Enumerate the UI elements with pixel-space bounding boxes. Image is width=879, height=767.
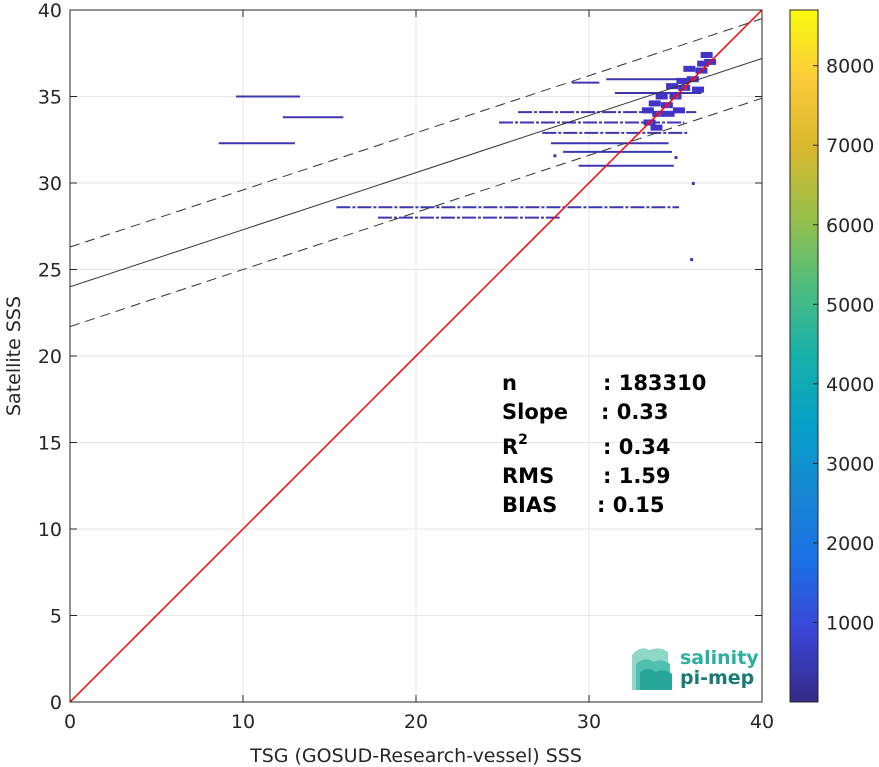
logo-line1: salinity xyxy=(680,647,759,669)
dense-point xyxy=(662,110,675,117)
dense-point xyxy=(655,93,668,100)
colorbar-tick-label: 7000 xyxy=(826,135,874,157)
colorbar-tick-label: 6000 xyxy=(826,215,874,237)
y-tick-label: 0 xyxy=(50,692,62,714)
dense-point xyxy=(641,107,654,114)
stats-annotation: n : 183310 Slope : 0.33 R2 : 0.34 RMS : … xyxy=(502,371,706,517)
dense-point xyxy=(700,51,713,58)
y-tick-label: 10 xyxy=(38,519,62,541)
y-tick-label: 5 xyxy=(50,606,62,628)
dense-point xyxy=(691,86,704,93)
y-tick-label: 20 xyxy=(38,346,62,368)
dense-point xyxy=(650,124,663,131)
stat-rms-value: : 1.59 xyxy=(603,464,671,488)
x-tick-label: 10 xyxy=(231,711,255,733)
y-axis-label: Satellite SSS xyxy=(3,296,25,416)
dense-point xyxy=(648,100,661,107)
outlier-point xyxy=(691,182,695,185)
outlier-point xyxy=(553,154,557,158)
x-tick-label: 30 xyxy=(577,711,601,733)
dense-point xyxy=(676,77,689,84)
y-tick-label: 15 xyxy=(38,433,62,455)
stat-r2-label: R2 xyxy=(502,432,528,459)
stat-rms-label: RMS xyxy=(502,464,554,488)
logo-waves-icon xyxy=(632,648,672,690)
colorbar-tick-label: 1000 xyxy=(826,612,874,634)
lower-bound-line xyxy=(70,97,762,328)
dense-point xyxy=(683,65,696,72)
y-tick-label: 30 xyxy=(38,173,62,195)
outlier-point xyxy=(690,258,694,262)
colorbar-tick-label: 2000 xyxy=(826,533,874,555)
outlier-point xyxy=(674,156,678,160)
y-tick-label: 35 xyxy=(38,87,62,109)
stat-bias-label: BIAS xyxy=(502,493,557,517)
identity-line xyxy=(70,10,762,702)
x-tick-label: 20 xyxy=(404,711,428,733)
y-tick-label: 40 xyxy=(38,0,62,22)
x-axis-label: TSG (GOSUD-Research-vessel) SSS xyxy=(249,745,582,767)
salinity-pimep-logo: salinity pi-mep xyxy=(632,647,759,690)
colorbar-tick-label: 3000 xyxy=(826,453,874,475)
dense-point xyxy=(666,83,679,90)
x-tick-label: 40 xyxy=(750,711,774,733)
stat-r2-base: R xyxy=(502,435,518,459)
regression-lines xyxy=(70,10,762,702)
stat-bias-value: : 0.15 xyxy=(597,493,665,517)
colorbar-ticks: 1000 2000 3000 4000 5000 6000 7000 8000 xyxy=(813,56,874,634)
x-axis-ticks: 0 10 20 30 40 xyxy=(64,10,774,733)
colorbar-tick-label: 5000 xyxy=(826,294,874,316)
y-tick-label: 25 xyxy=(38,260,62,282)
logo-line2: pi-mep xyxy=(680,667,754,689)
regression-line xyxy=(70,57,762,288)
stat-slope-label: Slope xyxy=(502,400,568,424)
colorbar xyxy=(789,9,819,703)
stat-r2-sup: 2 xyxy=(518,432,528,448)
upper-bound-line xyxy=(70,18,762,248)
x-tick-label: 0 xyxy=(64,711,76,733)
colorbar-tick-label: 4000 xyxy=(826,374,874,396)
dense-point xyxy=(672,107,685,114)
colorbar-tick-label: 8000 xyxy=(826,56,874,78)
stat-slope-value: : 0.33 xyxy=(601,400,669,424)
stat-n-label: n xyxy=(502,371,517,395)
stat-r2-value: : 0.34 xyxy=(603,435,671,459)
y-axis-ticks: 0 5 10 15 20 25 30 35 40 xyxy=(38,0,762,714)
stat-n-value: : 183310 xyxy=(603,371,706,395)
dense-point xyxy=(697,60,710,67)
